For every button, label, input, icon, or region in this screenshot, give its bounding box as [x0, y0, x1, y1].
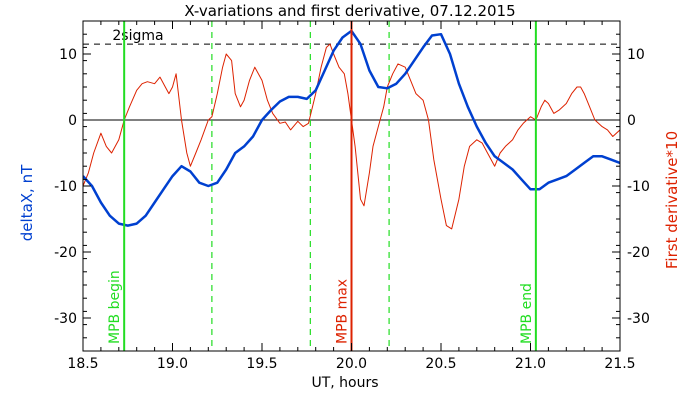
y-tick-label-right: -10	[627, 179, 650, 195]
series-line	[83, 43, 620, 230]
y-tick-label-right: 10	[627, 47, 645, 63]
marker-label: MPB max	[335, 279, 351, 344]
left-axis-label: deltaX, nT	[18, 164, 36, 241]
y-tick-label-left: 0	[68, 113, 77, 129]
x-tick-label: 18.5	[67, 356, 98, 372]
x-tick-label: 21.0	[515, 356, 546, 372]
x-tick-label: 19.0	[157, 356, 188, 372]
x-tick-label: 20.5	[425, 356, 456, 372]
y-tick-label-right: 0	[627, 113, 636, 129]
sigma-label: 2sigma	[112, 28, 163, 44]
marker-label: MPB end	[519, 283, 535, 344]
y-tick-label-left: -20	[54, 245, 77, 261]
y-tick-label-left: 10	[59, 47, 77, 63]
marker-label: MPB begin	[107, 270, 123, 344]
x-tick-label: 20.0	[336, 356, 367, 372]
x-tick-label: 21.5	[604, 356, 635, 372]
x-tick-label: 19.5	[246, 356, 277, 372]
right-axis-label: First derivative*10	[663, 131, 681, 269]
y-tick-label-left: -30	[54, 311, 77, 327]
chart-title: X-variations and first derivative, 07.12…	[184, 2, 515, 20]
y-tick-label-left: -10	[54, 179, 77, 195]
y-tick-label-right: -30	[627, 311, 650, 327]
x-axis-label: UT, hours	[311, 375, 378, 391]
y-tick-label-right: -20	[627, 245, 650, 261]
